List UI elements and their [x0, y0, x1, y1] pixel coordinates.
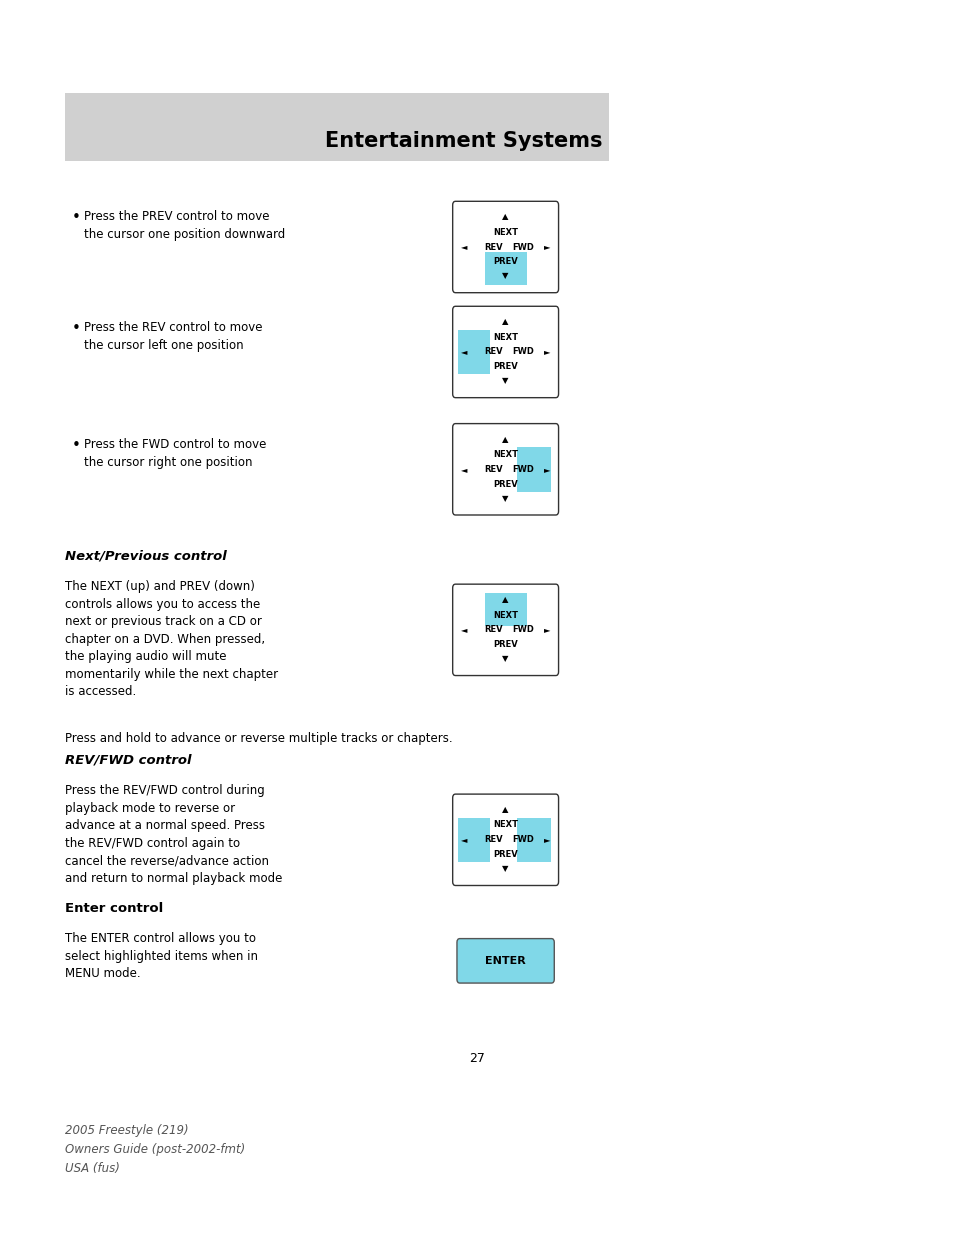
Text: 2005 Freestyle (219)
Owners Guide (post-2002-fmt)
USA (fus): 2005 Freestyle (219) Owners Guide (post-… — [65, 1124, 245, 1174]
Text: ►: ► — [543, 625, 549, 635]
Bar — [458, 818, 490, 862]
Text: 27: 27 — [469, 1052, 484, 1066]
Text: ◄: ◄ — [461, 242, 467, 252]
Text: The ENTER control allows you to
select highlighted items when in
MENU mode.: The ENTER control allows you to select h… — [65, 932, 257, 981]
Text: ▼: ▼ — [502, 377, 508, 385]
Text: ▼: ▼ — [502, 494, 508, 503]
Text: ▲: ▲ — [502, 595, 508, 604]
Text: Press the REV control to move
the cursor left one position: Press the REV control to move the cursor… — [84, 321, 262, 352]
Text: Press the REV/FWD control during
playback mode to reverse or
advance at a normal: Press the REV/FWD control during playbac… — [65, 784, 282, 884]
Text: ▲: ▲ — [502, 212, 508, 221]
Text: •: • — [71, 438, 80, 453]
Text: Enter control: Enter control — [65, 902, 163, 915]
Text: Press the PREV control to move
the cursor one position downward: Press the PREV control to move the curso… — [84, 210, 285, 241]
Bar — [458, 330, 490, 374]
Text: ►: ► — [543, 835, 549, 845]
Text: •: • — [71, 210, 80, 225]
Text: PREV: PREV — [493, 640, 517, 650]
Text: NEXT: NEXT — [493, 332, 517, 342]
Text: ▼: ▼ — [502, 864, 508, 873]
Text: ▼: ▼ — [502, 655, 508, 663]
Text: PREV: PREV — [493, 479, 517, 489]
Text: FWD: FWD — [512, 625, 533, 635]
Text: FWD: FWD — [512, 835, 533, 845]
Text: REV: REV — [483, 625, 502, 635]
Text: REV: REV — [483, 242, 502, 252]
Text: ◄: ◄ — [461, 464, 467, 474]
Text: ►: ► — [543, 464, 549, 474]
Bar — [484, 593, 526, 626]
Text: ▼: ▼ — [502, 272, 508, 280]
Text: ▲: ▲ — [502, 435, 508, 443]
Text: ▲: ▲ — [502, 805, 508, 814]
Text: FWD: FWD — [512, 347, 533, 357]
Text: ENTER: ENTER — [485, 956, 525, 966]
Text: REV/FWD control: REV/FWD control — [65, 753, 192, 767]
FancyBboxPatch shape — [453, 201, 558, 293]
Text: PREV: PREV — [493, 850, 517, 860]
Text: Press the FWD control to move
the cursor right one position: Press the FWD control to move the cursor… — [84, 438, 266, 469]
FancyBboxPatch shape — [453, 794, 558, 885]
Bar — [65, 93, 608, 161]
Text: NEXT: NEXT — [493, 227, 517, 237]
Text: ▲: ▲ — [502, 317, 508, 326]
Text: FWD: FWD — [512, 242, 533, 252]
Bar — [517, 447, 551, 492]
Text: ◄: ◄ — [461, 625, 467, 635]
Text: Press and hold to advance or reverse multiple tracks or chapters.: Press and hold to advance or reverse mul… — [65, 732, 452, 746]
Text: REV: REV — [483, 347, 502, 357]
Bar — [484, 252, 526, 285]
Text: ►: ► — [543, 347, 549, 357]
Text: REV: REV — [483, 835, 502, 845]
Text: PREV: PREV — [493, 257, 517, 267]
Text: REV: REV — [483, 464, 502, 474]
Text: The NEXT (up) and PREV (down)
controls allows you to access the
next or previous: The NEXT (up) and PREV (down) controls a… — [65, 580, 277, 699]
Bar — [517, 818, 551, 862]
Text: NEXT: NEXT — [493, 820, 517, 830]
Text: FWD: FWD — [512, 464, 533, 474]
Text: NEXT: NEXT — [493, 610, 517, 620]
Text: ◄: ◄ — [461, 835, 467, 845]
FancyBboxPatch shape — [456, 939, 554, 983]
Text: Next/Previous control: Next/Previous control — [65, 550, 227, 563]
Text: NEXT: NEXT — [493, 450, 517, 459]
Text: ►: ► — [543, 242, 549, 252]
Text: Entertainment Systems: Entertainment Systems — [325, 131, 602, 151]
FancyBboxPatch shape — [453, 584, 558, 676]
Text: •: • — [71, 321, 80, 336]
Text: PREV: PREV — [493, 362, 517, 372]
FancyBboxPatch shape — [453, 306, 558, 398]
FancyBboxPatch shape — [453, 424, 558, 515]
Text: ◄: ◄ — [461, 347, 467, 357]
